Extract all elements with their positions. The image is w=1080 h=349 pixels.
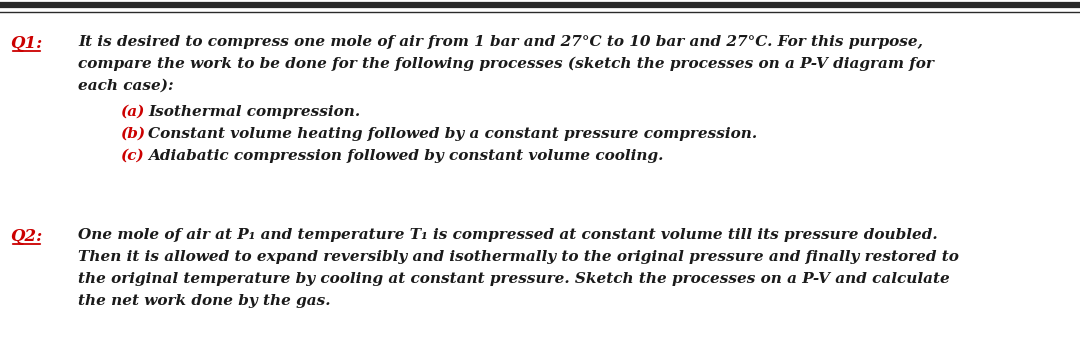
Text: each case):: each case): (78, 79, 174, 93)
Text: (b): (b) (120, 127, 145, 141)
Text: (c): (c) (120, 149, 144, 163)
Text: compare the work to be done for the following processes (sketch the processes on: compare the work to be done for the foll… (78, 57, 934, 72)
Text: Isothermal compression.: Isothermal compression. (148, 105, 360, 119)
Text: One mole of air at P₁ and temperature T₁ is compressed at constant volume till i: One mole of air at P₁ and temperature T₁… (78, 228, 937, 242)
Text: (a): (a) (120, 105, 145, 119)
Text: Then it is allowed to expand reversibly and isothermally to the original pressur: Then it is allowed to expand reversibly … (78, 250, 959, 264)
Text: Adiabatic compression followed by constant volume cooling.: Adiabatic compression followed by consta… (148, 149, 663, 163)
Text: Constant volume heating followed by a constant pressure compression.: Constant volume heating followed by a co… (148, 127, 757, 141)
Text: It is desired to compress one mole of air from 1 bar and 27°C to 10 bar and 27°C: It is desired to compress one mole of ai… (78, 35, 923, 49)
Text: the net work done by the gas.: the net work done by the gas. (78, 294, 330, 308)
Text: the original temperature by cooling at constant pressure. Sketch the processes o: the original temperature by cooling at c… (78, 272, 949, 286)
Text: Q2:: Q2: (10, 228, 42, 245)
Text: Q1:: Q1: (10, 35, 42, 52)
